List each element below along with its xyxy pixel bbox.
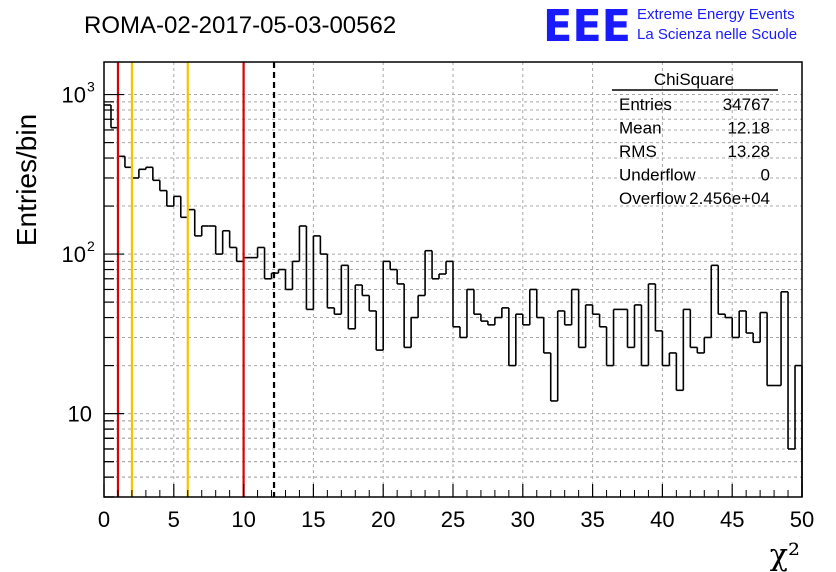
x-tick-label: 25 bbox=[441, 507, 465, 532]
x-tick-label: 30 bbox=[511, 507, 535, 532]
x-tick-label: 50 bbox=[790, 507, 814, 532]
stats-value: 34767 bbox=[723, 95, 770, 114]
x-axis-label: χ² bbox=[770, 538, 800, 572]
stats-value: 12.18 bbox=[727, 119, 770, 138]
x-tick-label: 0 bbox=[98, 507, 110, 532]
x-tick-label: 20 bbox=[371, 507, 395, 532]
x-tick-label: 45 bbox=[720, 507, 744, 532]
y-tick-label: 10 bbox=[68, 402, 92, 427]
stats-value: 2.456e+04 bbox=[689, 189, 770, 208]
y-tick-label: 10 bbox=[62, 83, 86, 108]
histogram-bars bbox=[104, 104, 803, 497]
logo-line-1: Extreme Energy Events bbox=[637, 6, 795, 23]
y-tick-exponent: 2 bbox=[87, 238, 95, 254]
x-tick-label: 40 bbox=[650, 507, 674, 532]
x-tick-label: 35 bbox=[580, 507, 604, 532]
x-tick-label: 5 bbox=[168, 507, 180, 532]
run-title: ROMA-02-2017-05-03-00562 bbox=[84, 12, 396, 39]
x-tick-label: 10 bbox=[231, 507, 255, 532]
stats-value: 13.28 bbox=[727, 142, 770, 161]
stats-label: Overflow bbox=[619, 189, 687, 208]
stats-label: RMS bbox=[619, 142, 657, 161]
reference-lines bbox=[116, 62, 276, 497]
stats-label: Entries bbox=[619, 95, 672, 114]
stats-box: ChiSquare Entries 34767 Mean 12.18 RMS 13.28 U… bbox=[612, 70, 778, 208]
stats-label: Mean bbox=[619, 119, 662, 138]
x-tick-label: 15 bbox=[301, 507, 325, 532]
y-tick-exponent: 3 bbox=[87, 79, 95, 95]
logo-line-2: La Scienza nelle Scuole bbox=[637, 26, 797, 43]
eee-logo: EEE bbox=[543, 1, 631, 52]
y-tick-label: 10 bbox=[62, 242, 86, 267]
stats-box-title: ChiSquare bbox=[654, 70, 734, 89]
stats-label: Underflow bbox=[619, 166, 696, 185]
y-axis-label: Entries/bin bbox=[11, 114, 42, 246]
stats-value: 0 bbox=[761, 166, 770, 185]
